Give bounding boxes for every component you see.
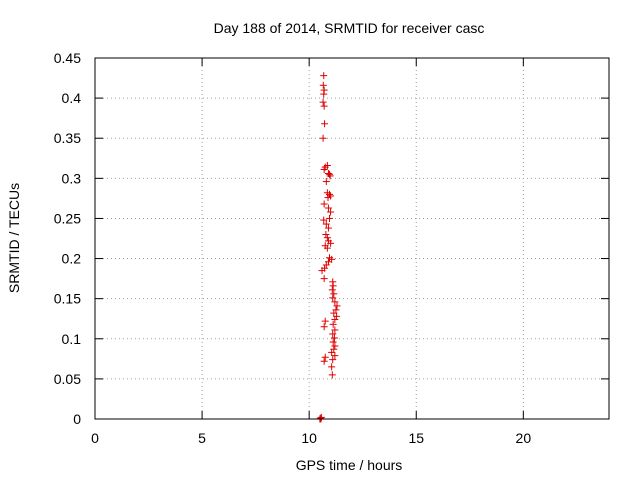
data-point <box>333 312 341 320</box>
data-point <box>328 286 336 294</box>
data-point <box>329 356 337 364</box>
data-points <box>316 72 341 423</box>
y-tick-label: 0 <box>73 411 81 427</box>
x-tick-label: 5 <box>198 430 206 446</box>
data-point <box>323 244 331 252</box>
data-point <box>320 102 328 110</box>
data-point <box>320 72 328 80</box>
data-point <box>331 298 339 306</box>
data-point <box>320 90 328 98</box>
data-point <box>331 326 339 334</box>
x-tick-label: 10 <box>301 430 317 446</box>
data-point <box>316 414 324 422</box>
data-point <box>320 166 328 174</box>
data-point <box>322 261 330 269</box>
data-point <box>328 371 336 379</box>
chart-title: Day 188 of 2014, SRMTID for receiver cas… <box>214 20 485 36</box>
data-point <box>331 342 339 350</box>
y-tick-label: 0.45 <box>54 50 81 66</box>
y-tick-label: 0.15 <box>54 291 81 307</box>
data-point <box>321 317 329 325</box>
data-point <box>326 190 334 198</box>
data-point <box>318 267 326 275</box>
x-tick-label: 15 <box>408 430 424 446</box>
data-point <box>328 363 336 371</box>
y-tick-labels: 0 0.05 0.1 0.15 0.2 0.25 0.3 0.35 0.4 0.45 <box>54 50 81 427</box>
data-point <box>321 120 329 128</box>
data-point <box>319 81 327 89</box>
axis-ticks <box>94 57 609 420</box>
data-point <box>328 348 336 356</box>
data-point <box>326 172 334 180</box>
data-point <box>333 302 341 310</box>
data-point <box>324 224 332 232</box>
data-point <box>322 178 330 186</box>
y-tick-label: 0.1 <box>62 331 82 347</box>
data-point <box>331 316 339 324</box>
y-tick-label: 0.25 <box>54 210 81 226</box>
data-point <box>320 323 328 331</box>
data-point <box>329 320 337 328</box>
data-point <box>317 413 325 421</box>
y-tick-label: 0.35 <box>54 130 81 146</box>
data-point <box>330 334 338 342</box>
data-point <box>324 194 332 202</box>
data-point <box>323 234 331 242</box>
data-point <box>329 338 337 346</box>
data-point <box>320 200 328 208</box>
data-point <box>324 204 332 212</box>
data-point <box>329 294 337 302</box>
data-point <box>320 357 328 365</box>
data-point <box>327 208 335 216</box>
data-point <box>320 275 328 283</box>
y-axis-label: SRMTID / TECUs <box>6 183 22 293</box>
x-tick-labels: 0 5 10 15 20 <box>91 430 531 446</box>
data-point <box>327 239 335 247</box>
data-point <box>330 290 338 298</box>
data-point <box>331 352 339 360</box>
plot-frame <box>94 57 610 420</box>
grid-lines <box>95 58 609 419</box>
y-tick-label: 0.2 <box>62 251 82 267</box>
data-point <box>320 216 328 224</box>
data-point <box>322 220 330 228</box>
data-point <box>321 353 329 361</box>
x-tick-label: 20 <box>516 430 532 446</box>
data-point <box>329 282 337 290</box>
data-point <box>322 230 330 238</box>
data-point <box>319 98 327 106</box>
data-point <box>326 214 334 222</box>
data-point <box>329 330 337 338</box>
x-tick-label: 0 <box>91 430 99 446</box>
y-tick-label: 0.4 <box>62 90 82 106</box>
y-tick-label: 0.05 <box>54 371 81 387</box>
data-point <box>326 170 334 178</box>
y-tick-label: 0.3 <box>62 170 82 186</box>
x-axis-label: GPS time / hours <box>296 457 403 473</box>
data-point <box>319 134 327 142</box>
